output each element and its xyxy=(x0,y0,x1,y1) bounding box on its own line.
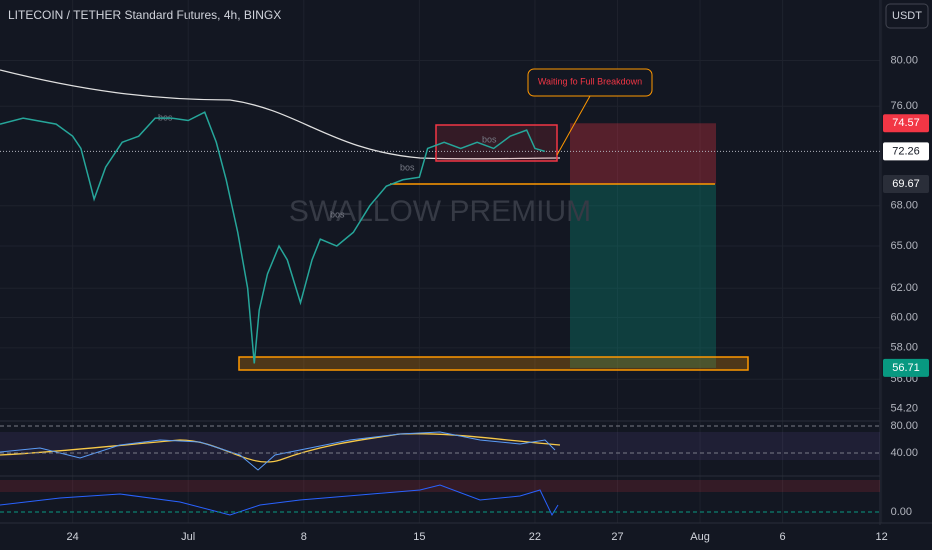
x-tick-label: Aug xyxy=(690,531,710,543)
price-label: 69.67 xyxy=(892,178,920,190)
x-tick-label: 6 xyxy=(780,531,786,543)
currency-button[interactable] xyxy=(885,3,929,29)
x-tick-label: 12 xyxy=(876,531,888,543)
moving-average xyxy=(0,69,561,160)
osc-tick-label: 0.00 xyxy=(891,506,912,518)
price-label: 74.57 xyxy=(892,117,920,129)
y-tick-label: 76.00 xyxy=(890,100,918,112)
y-tick-label: 68.00 xyxy=(890,200,918,212)
bos-label: bos xyxy=(482,134,497,144)
rsi-average xyxy=(0,433,561,463)
bos-label: bos xyxy=(400,162,415,172)
rsi-band xyxy=(0,432,880,460)
y-tick-label: 58.00 xyxy=(890,342,918,354)
callout-text: Waiting fo Full Breakdown xyxy=(538,76,642,86)
stop-zone xyxy=(570,123,716,185)
currency-label: USDT xyxy=(892,10,922,22)
price-line xyxy=(0,111,546,364)
y-tick-label: 62.00 xyxy=(890,282,918,294)
bos-label: bos xyxy=(158,112,173,122)
x-tick-label: 15 xyxy=(413,531,425,543)
rsi-tick-label: 80.00 xyxy=(890,420,918,432)
y-tick-label: 65.00 xyxy=(890,240,918,252)
rsi-line xyxy=(0,431,556,471)
rsi-tick-label: 40.00 xyxy=(890,447,918,459)
chart-title: LITECOIN / TETHER Standard Futures, 4h, … xyxy=(8,8,281,22)
osc-band xyxy=(0,480,880,492)
price-label: 56.71 xyxy=(892,362,920,374)
watermark: SWALLOW PREMIUM xyxy=(289,195,591,228)
x-tick-label: 8 xyxy=(301,531,307,543)
price-label-box xyxy=(883,114,929,133)
y-tick-label: 80.00 xyxy=(890,54,918,66)
x-tick-label: Jul xyxy=(181,531,195,543)
bos-label: bos xyxy=(330,209,345,219)
callout-pointer xyxy=(556,95,591,156)
y-tick-label: 54.20 xyxy=(890,402,918,414)
x-tick-label: 27 xyxy=(611,531,623,543)
price-label-box xyxy=(883,175,929,194)
x-tick-label: 24 xyxy=(67,531,79,543)
support-box xyxy=(238,356,749,371)
price-label-box xyxy=(883,358,929,377)
range-box xyxy=(435,124,558,162)
x-tick-label: 22 xyxy=(529,531,541,543)
price-label-box xyxy=(883,142,929,161)
y-tick-label: 60.00 xyxy=(890,311,918,323)
price-label: 72.26 xyxy=(892,145,920,157)
osc-line xyxy=(0,484,559,517)
target-zone xyxy=(570,184,716,368)
